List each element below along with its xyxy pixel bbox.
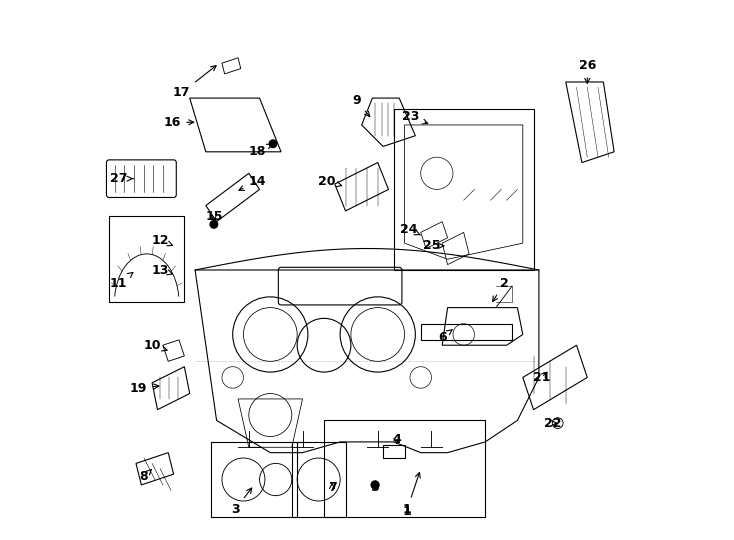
Bar — [211, 442, 297, 517]
Text: 26: 26 — [578, 59, 596, 83]
Text: 15: 15 — [205, 210, 222, 223]
Text: 14: 14 — [239, 175, 266, 190]
Text: 19: 19 — [130, 382, 159, 395]
Text: 7: 7 — [327, 481, 336, 494]
Text: 25: 25 — [423, 239, 444, 252]
Circle shape — [269, 140, 277, 147]
Text: 16: 16 — [164, 116, 194, 129]
Text: 11: 11 — [110, 272, 133, 290]
Text: 1: 1 — [403, 472, 421, 516]
Bar — [394, 109, 534, 270]
Text: 20: 20 — [318, 175, 342, 188]
Text: 23: 23 — [402, 110, 428, 124]
Text: 1: 1 — [403, 505, 412, 518]
Text: 17: 17 — [173, 66, 216, 99]
Text: 18: 18 — [248, 144, 272, 158]
Text: 21: 21 — [533, 371, 550, 384]
Text: 8: 8 — [139, 469, 151, 483]
Text: 5: 5 — [371, 481, 379, 494]
Text: 27: 27 — [110, 172, 133, 185]
Bar — [109, 217, 184, 302]
Text: 9: 9 — [352, 94, 370, 117]
Circle shape — [371, 481, 379, 489]
Circle shape — [210, 220, 218, 228]
Bar — [383, 444, 404, 458]
Text: 6: 6 — [438, 330, 452, 343]
Text: 10: 10 — [143, 339, 167, 352]
Bar — [324, 421, 485, 517]
Text: 13: 13 — [151, 264, 172, 276]
Bar — [292, 442, 346, 517]
Text: 2: 2 — [493, 277, 509, 301]
Text: 22: 22 — [544, 416, 561, 430]
Text: 12: 12 — [151, 234, 172, 247]
Text: 3: 3 — [231, 488, 252, 516]
Text: 24: 24 — [400, 223, 421, 236]
Text: 4: 4 — [392, 433, 401, 446]
